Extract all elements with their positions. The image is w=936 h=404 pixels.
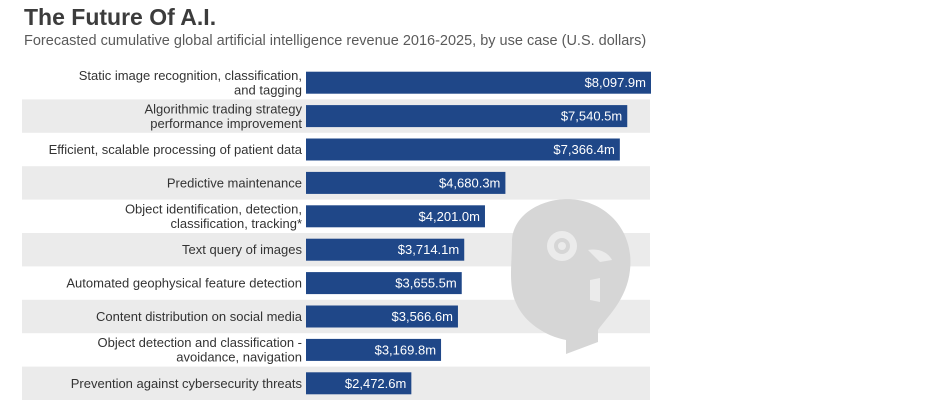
- category-label: Object identification, detection, classif…: [125, 202, 302, 232]
- bar: [306, 305, 458, 328]
- category-label: Static image recognition, classification…: [79, 68, 302, 98]
- category-label-line: avoidance, navigation: [176, 350, 302, 365]
- category-label: Prevention against cybersecurity threats: [71, 376, 303, 391]
- category-label: Predictive maintenance: [167, 175, 302, 190]
- chart-title: The Future Of A.I.: [24, 4, 217, 30]
- value-label: $4,201.0m: [419, 209, 480, 224]
- value-label: $8,097.9m: [585, 75, 646, 90]
- category-label-line: Static image recognition, classification…: [79, 68, 302, 83]
- bar: [306, 205, 485, 228]
- category-label-line: performance improvement: [150, 116, 302, 131]
- chart-subtitle: Forecasted cumulative global artificial …: [24, 33, 647, 49]
- value-label: $7,540.5m: [561, 109, 622, 124]
- value-labels: $8,097.9m $7,540.5m $7,366.4m $4,680.3m $4,2…: [345, 75, 646, 391]
- robot-head-icon: [511, 199, 631, 354]
- category-label: Automated geophysical feature detection: [66, 276, 302, 291]
- category-label-line: Prevention against cybersecurity threats: [71, 376, 303, 391]
- value-label: $3,566.6m: [392, 309, 453, 324]
- bar: [306, 138, 620, 161]
- value-label: $3,714.1m: [398, 242, 459, 257]
- category-label: Algorithmic trading strategy performance …: [144, 101, 302, 131]
- bar: [306, 71, 651, 94]
- bar: [306, 272, 462, 295]
- category-label: Efficient, scalable processing of patien…: [49, 142, 303, 157]
- category-label-line: Object identification, detection,: [125, 202, 302, 217]
- bar: [306, 238, 465, 261]
- category-label-line: Content distribution on social media: [96, 309, 303, 324]
- category-label: Content distribution on social media: [96, 309, 303, 324]
- category-labels: Static image recognition, classification…: [49, 68, 303, 391]
- category-label-line: Algorithmic trading strategy: [144, 101, 302, 116]
- category-label-line: Predictive maintenance: [167, 175, 302, 190]
- category-label-line: and tagging: [234, 82, 302, 97]
- category-label-line: classification, tracking*: [171, 216, 303, 231]
- category-label-line: Object detection and classification -: [98, 335, 303, 350]
- bar: [306, 372, 412, 395]
- category-label-line: Text query of images: [182, 242, 302, 257]
- bar: [306, 171, 506, 194]
- category-label: Text query of images: [182, 242, 302, 257]
- bar: [306, 338, 442, 361]
- bars: [306, 71, 651, 395]
- bar: [306, 105, 628, 128]
- value-label: $3,169.8m: [375, 342, 436, 357]
- category-label-line: Efficient, scalable processing of patien…: [49, 142, 303, 157]
- value-label: $2,472.6m: [345, 376, 406, 391]
- value-label: $4,680.3m: [439, 175, 500, 190]
- category-label-line: Automated geophysical feature detection: [66, 276, 302, 291]
- category-label: Object detection and classification -avo…: [98, 335, 303, 365]
- value-label: $7,366.4m: [553, 142, 614, 157]
- value-label: $3,655.5m: [395, 276, 456, 291]
